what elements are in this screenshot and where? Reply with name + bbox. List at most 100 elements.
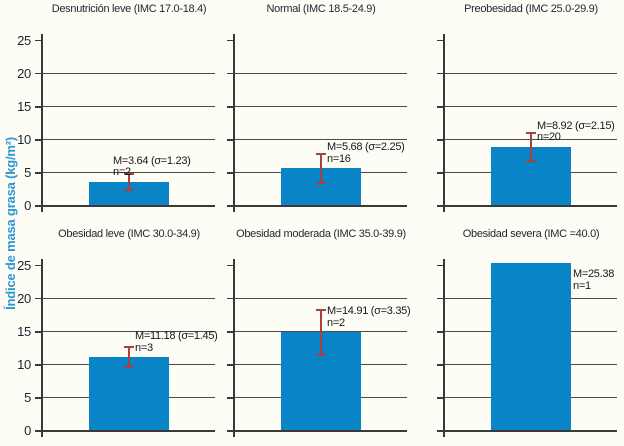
- gridline: [43, 331, 215, 333]
- axis-tick: [227, 430, 233, 432]
- axis-tick: [437, 172, 443, 174]
- annotation-mean: M=3.64 (σ=1.23): [113, 154, 191, 167]
- y-tick-label: 10: [17, 356, 31, 372]
- annotation-mean: M=11.18 (σ=1.45): [135, 330, 218, 343]
- axis-tick: [437, 72, 443, 75]
- axis-tick: [437, 205, 443, 207]
- axis-tick: [227, 397, 233, 399]
- axis-tick: [227, 72, 233, 75]
- panel-obesidad-moderada: Obesidad moderada (IMC 35.0-39.9) M=14.9…: [227, 228, 411, 437]
- axis-tick: [35, 264, 41, 267]
- panel-title: Desnutrición leve (IMC 17.0-18.4): [51, 3, 207, 15]
- axis-tick: [35, 364, 41, 366]
- axis-tick: [227, 106, 233, 108]
- gridline: [235, 106, 407, 108]
- axis-tick: [437, 39, 443, 42]
- panel-desnutricion-leve: Desnutrición leve (IMC 17.0-18.4) 0 5 10 15…: [17, 3, 215, 213]
- plot-area: 0 5 10 15 20 25: [17, 258, 215, 438]
- axis-tick: [227, 39, 233, 42]
- error-bar: [320, 153, 322, 184]
- axis-tick: [437, 264, 443, 267]
- y-tick-label: 20: [17, 65, 31, 81]
- y-axis-line: [41, 34, 43, 212]
- axis-tick: [35, 72, 41, 75]
- data-bar: [491, 263, 571, 431]
- panel-obesidad-leve: Obesidad leve (IMC 30.0-34.9) 0 5 10 15 20 25…: [17, 228, 218, 438]
- gridline: [43, 139, 215, 141]
- x-axis-line: [235, 204, 407, 207]
- axis-tick: [35, 430, 41, 432]
- axis-tick: [35, 297, 41, 300]
- axis-tick: [35, 106, 41, 108]
- y-tick-label: 15: [17, 98, 31, 114]
- panel-title: Obesidad leve (IMC 30.0-34.9): [58, 228, 200, 240]
- plot-area: [227, 34, 407, 212]
- panel-preobesidad: Preobesidad (IMC 25.0-29.9) M=8.92 (σ=2.…: [437, 3, 617, 212]
- plot-area: [227, 259, 407, 437]
- panel-obesidad-severa: Obesidad severa (IMC =40.0) M=25.38 n=1: [437, 228, 617, 437]
- axis-tick: [35, 331, 41, 333]
- data-bar: [89, 357, 169, 431]
- annotation-mean: M=5.68 (σ=2.25): [327, 141, 405, 154]
- y-tick-label: 10: [17, 131, 31, 147]
- annotation-mean: M=25.38: [573, 268, 615, 281]
- axis-tick: [35, 172, 41, 174]
- bar-annotation: M=11.18 (σ=1.45) n=3: [135, 331, 218, 354]
- error-bar-cap-top: [316, 309, 326, 312]
- axis-tick: [437, 106, 443, 108]
- bar-annotation: M=14.91 (σ=3.35) n=2: [327, 305, 411, 329]
- bar-annotation: M=25.38 n=1: [573, 269, 614, 292]
- gridline: [43, 298, 215, 300]
- axis-tick: [227, 297, 233, 300]
- annotation-n: n=2: [327, 316, 345, 329]
- error-bar-cap-bottom: [526, 160, 536, 163]
- gridline: [235, 139, 407, 141]
- annotation-n: n=1: [573, 279, 591, 292]
- y-tick-label: 0: [24, 423, 31, 438]
- plot-area: [437, 34, 617, 212]
- axis-tick: [437, 430, 443, 432]
- y-tick-label: 15: [17, 323, 31, 339]
- annotation-n: n=16: [327, 152, 351, 165]
- axis-tick: [35, 205, 41, 207]
- error-bar: [128, 173, 130, 191]
- annotation-n: n=20: [537, 131, 561, 144]
- axis-tick: [227, 205, 233, 207]
- axis-tick: [227, 172, 233, 174]
- axis-tick: [35, 139, 41, 141]
- axis-tick: [437, 397, 443, 399]
- y-axis-line: [443, 34, 445, 212]
- panel-title: Normal (IMC 18.5-24.9): [266, 3, 376, 15]
- x-axis-line: [43, 429, 215, 432]
- x-axis-line: [43, 204, 215, 207]
- panel-title: Obesidad severa (IMC =40.0): [462, 228, 600, 240]
- gridline: [445, 73, 617, 75]
- annotation-n: n=2: [113, 166, 131, 179]
- y-axis-line: [233, 34, 235, 212]
- axis-tick: [35, 397, 41, 399]
- error-bar-cap-bottom: [124, 365, 134, 368]
- y-tick-label: 20: [17, 290, 31, 306]
- y-axis-line: [233, 259, 235, 437]
- bar-annotation: M=8.92 (σ=2.15) n=20: [537, 120, 615, 144]
- y-tick-label: 5: [24, 389, 31, 405]
- error-bar-cap-bottom: [124, 189, 134, 192]
- error-bar-cap-top: [124, 172, 134, 175]
- axis-tick: [227, 264, 233, 267]
- x-axis-line: [445, 429, 617, 432]
- panel-title: Obesidad moderada (IMC 35.0-39.9): [236, 228, 406, 240]
- x-axis-line: [445, 204, 617, 207]
- error-bar: [530, 132, 532, 162]
- error-bar-cap-bottom: [316, 353, 326, 356]
- panel-normal: Normal (IMC 18.5-24.9) M=5.68 (σ=2.25) n…: [227, 3, 407, 212]
- axis-tick: [437, 364, 443, 366]
- error-bar: [128, 347, 130, 367]
- gridline: [235, 73, 407, 75]
- axis-tick: [437, 331, 443, 333]
- axis-tick: [35, 39, 41, 42]
- y-tick-label: 5: [24, 164, 31, 180]
- annotation-mean: M=14.91 (σ=3.35): [327, 305, 411, 318]
- axis-tick: [227, 331, 233, 333]
- x-axis-line: [235, 429, 407, 432]
